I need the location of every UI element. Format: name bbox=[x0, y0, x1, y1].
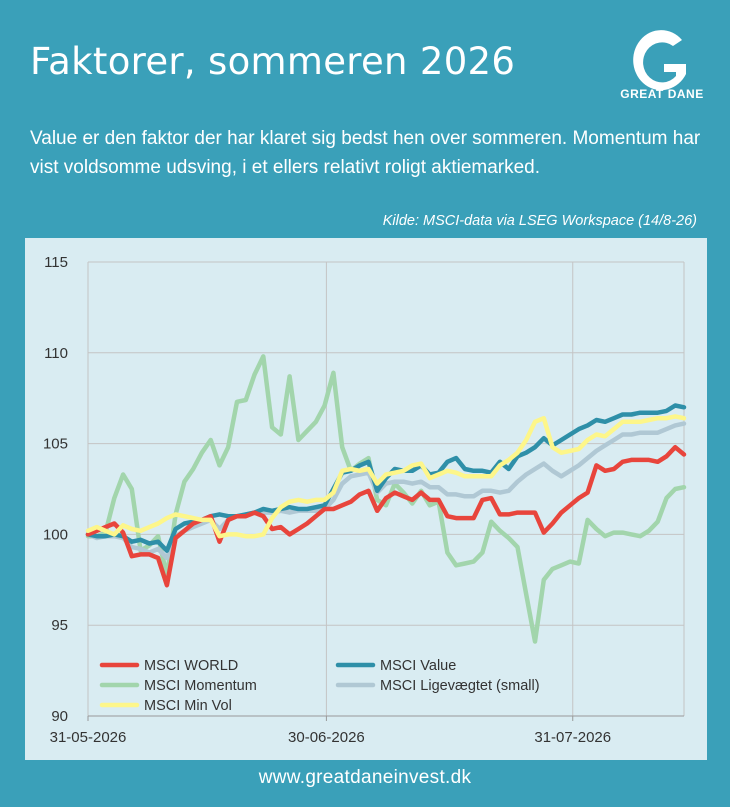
series-line-msci-value bbox=[85, 403, 687, 553]
legend-label: MSCI Ligevægtet (small) bbox=[380, 678, 540, 694]
y-tick-label: 110 bbox=[44, 345, 68, 362]
page-title: Faktorer, sommeren 2026 bbox=[30, 40, 516, 83]
legend-label: MSCI Min Vol bbox=[144, 698, 232, 714]
chart-panel: 90 95 100 105 110 115 31-05-2026 30-06-2026 31-0… bbox=[25, 238, 707, 760]
y-tick-label: 90 bbox=[51, 708, 68, 725]
legend-label: MSCI Momentum bbox=[144, 678, 257, 694]
website-url[interactable]: www.greatdaneinvest.dk bbox=[258, 767, 472, 788]
source-note: Kilde: MSCI-data via LSEG Workspace (14/… bbox=[382, 213, 697, 229]
y-tick-label: 115 bbox=[44, 254, 68, 271]
great-dane-logo-icon bbox=[633, 30, 686, 91]
y-tick-label: 105 bbox=[43, 436, 68, 453]
x-tick-label: 30-06-2026 bbox=[288, 729, 365, 746]
y-tick-label: 100 bbox=[43, 526, 68, 543]
legend-label: MSCI WORLD bbox=[144, 658, 238, 674]
series-line-msci-min-vol bbox=[85, 414, 687, 539]
legend-label: MSCI Value bbox=[380, 658, 456, 674]
series-line-msci-momentum bbox=[85, 354, 687, 644]
logo-text: GREAT DANE bbox=[620, 87, 704, 101]
subtitle: Value er den faktor der har klaret sig b… bbox=[30, 128, 701, 178]
line-chart: 90 95 100 105 110 115 31-05-2026 30-06-2026 31-0… bbox=[43, 254, 687, 746]
x-tick-label: 31-05-2026 bbox=[50, 729, 127, 746]
series-line-msci-world bbox=[85, 444, 687, 588]
y-tick-label: 95 bbox=[51, 617, 68, 634]
x-tick-label: 31-07-2026 bbox=[534, 729, 611, 746]
